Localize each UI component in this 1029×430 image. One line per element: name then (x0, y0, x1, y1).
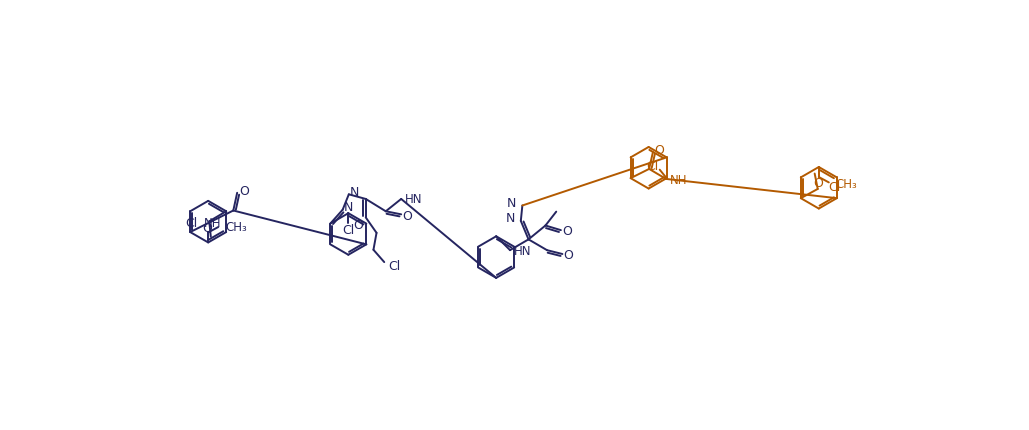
Text: N: N (350, 185, 359, 198)
Text: Cl: Cl (646, 159, 659, 172)
Text: Cl: Cl (185, 217, 198, 230)
Text: N: N (505, 212, 514, 225)
Text: O: O (564, 249, 573, 262)
Text: O: O (239, 184, 249, 197)
Text: CH₃: CH₃ (225, 220, 247, 233)
Text: O: O (353, 218, 363, 231)
Text: O: O (562, 225, 572, 238)
Text: Cl: Cl (343, 223, 354, 237)
Text: HN: HN (513, 245, 531, 258)
Text: N: N (507, 197, 517, 209)
Text: O: O (654, 144, 664, 157)
Text: N: N (344, 201, 353, 214)
Text: NH: NH (204, 216, 221, 229)
Text: O: O (402, 209, 413, 222)
Text: Cl: Cl (388, 259, 400, 272)
Text: Cl: Cl (828, 181, 841, 194)
Text: O: O (813, 176, 823, 190)
Text: HN: HN (405, 192, 423, 205)
Text: NH: NH (670, 174, 687, 187)
Text: O: O (203, 221, 212, 234)
Text: CH₃: CH₃ (836, 177, 857, 190)
